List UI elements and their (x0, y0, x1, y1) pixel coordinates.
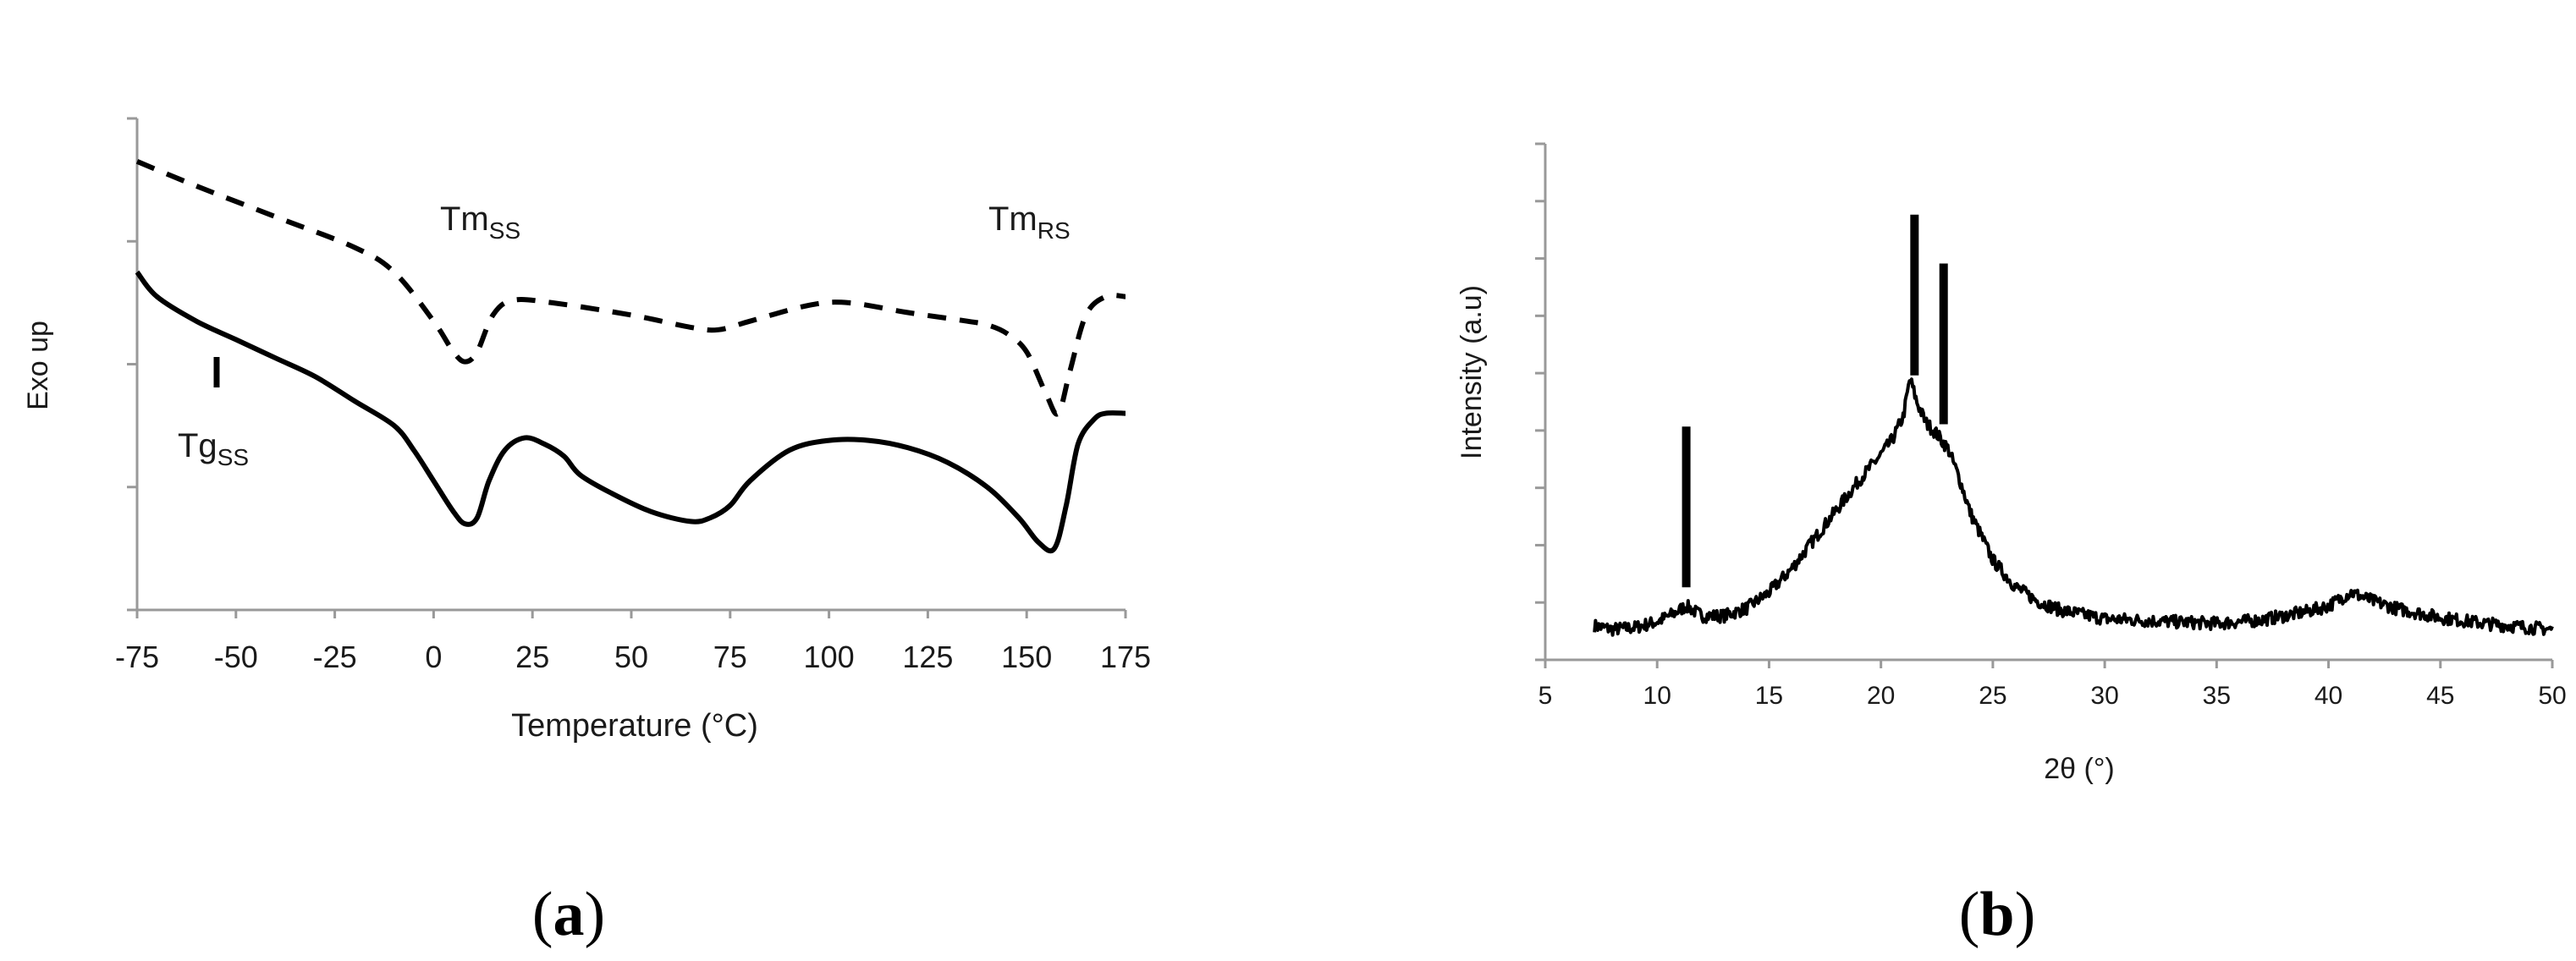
panel-a-x-tick-label: -50 (214, 640, 258, 674)
panel-b-x-tick-label: 25 (1979, 682, 2006, 710)
panel-b-x-tick-label: 15 (1755, 682, 1783, 710)
panel-b-label: (b) (1959, 880, 2035, 949)
panel-a-xlabel: Temperature (°C) (511, 708, 758, 744)
annotation-tg-ss: TgSS (178, 427, 249, 470)
panel-a-x-tick-label: 150 (1001, 640, 1052, 674)
panel-a-ylabel: Exo up (22, 321, 54, 410)
panel-b-x-tick-label: 40 (2315, 682, 2342, 710)
panel-a-x-tick-label: 125 (902, 640, 953, 674)
panel-b-x-tick-label: 20 (1867, 682, 1895, 710)
panel-a-x-tick-label: -75 (115, 640, 159, 674)
panel-b: Intensity (a.u) 2θ (°) 5 10 15 20 25 30 35 40 45… (1456, 142, 2567, 949)
panel-b-xlabel: 2θ (°) (2044, 753, 2115, 785)
panel-a-x-tick-label: 50 (614, 640, 648, 674)
panel-a-x-tick-label: 100 (804, 640, 855, 674)
panel-b-x-tick-label: 10 (1643, 682, 1671, 710)
panel-a-label: (a) (532, 880, 605, 949)
panel-a-x-tick-label: 0 (425, 640, 442, 674)
panel-a-dashed-curve (135, 159, 1126, 417)
panel-b-x-tick-label: 45 (2426, 682, 2454, 710)
panel-b-x-tick-label: 35 (2203, 682, 2231, 710)
annotation-tm-ss: TmSS (440, 200, 520, 244)
panel-a-solid-curve (135, 270, 1126, 554)
panel-a-x-tick-label: 25 (515, 640, 549, 674)
panel-b-xrd-curve (1593, 377, 2554, 637)
panel-b-x-tick-label: 50 (2538, 682, 2566, 710)
panel-a-x-tick-label: -25 (313, 640, 357, 674)
annotation-tm-rs: TmRS (988, 200, 1071, 244)
panel-b-x-tick-label: 30 (2090, 682, 2118, 710)
panel-a-x-tick-label: 75 (713, 640, 747, 674)
panel-a-x-tick-label: 175 (1100, 640, 1151, 674)
panel-b-ylabel: Intensity (a.u) (1456, 285, 1488, 459)
panel-a: Exo up Temperature (°C) -75 -50 -25 0 25 50 75… (22, 117, 1151, 949)
panel-b-x-tick-label: 5 (1538, 682, 1553, 710)
